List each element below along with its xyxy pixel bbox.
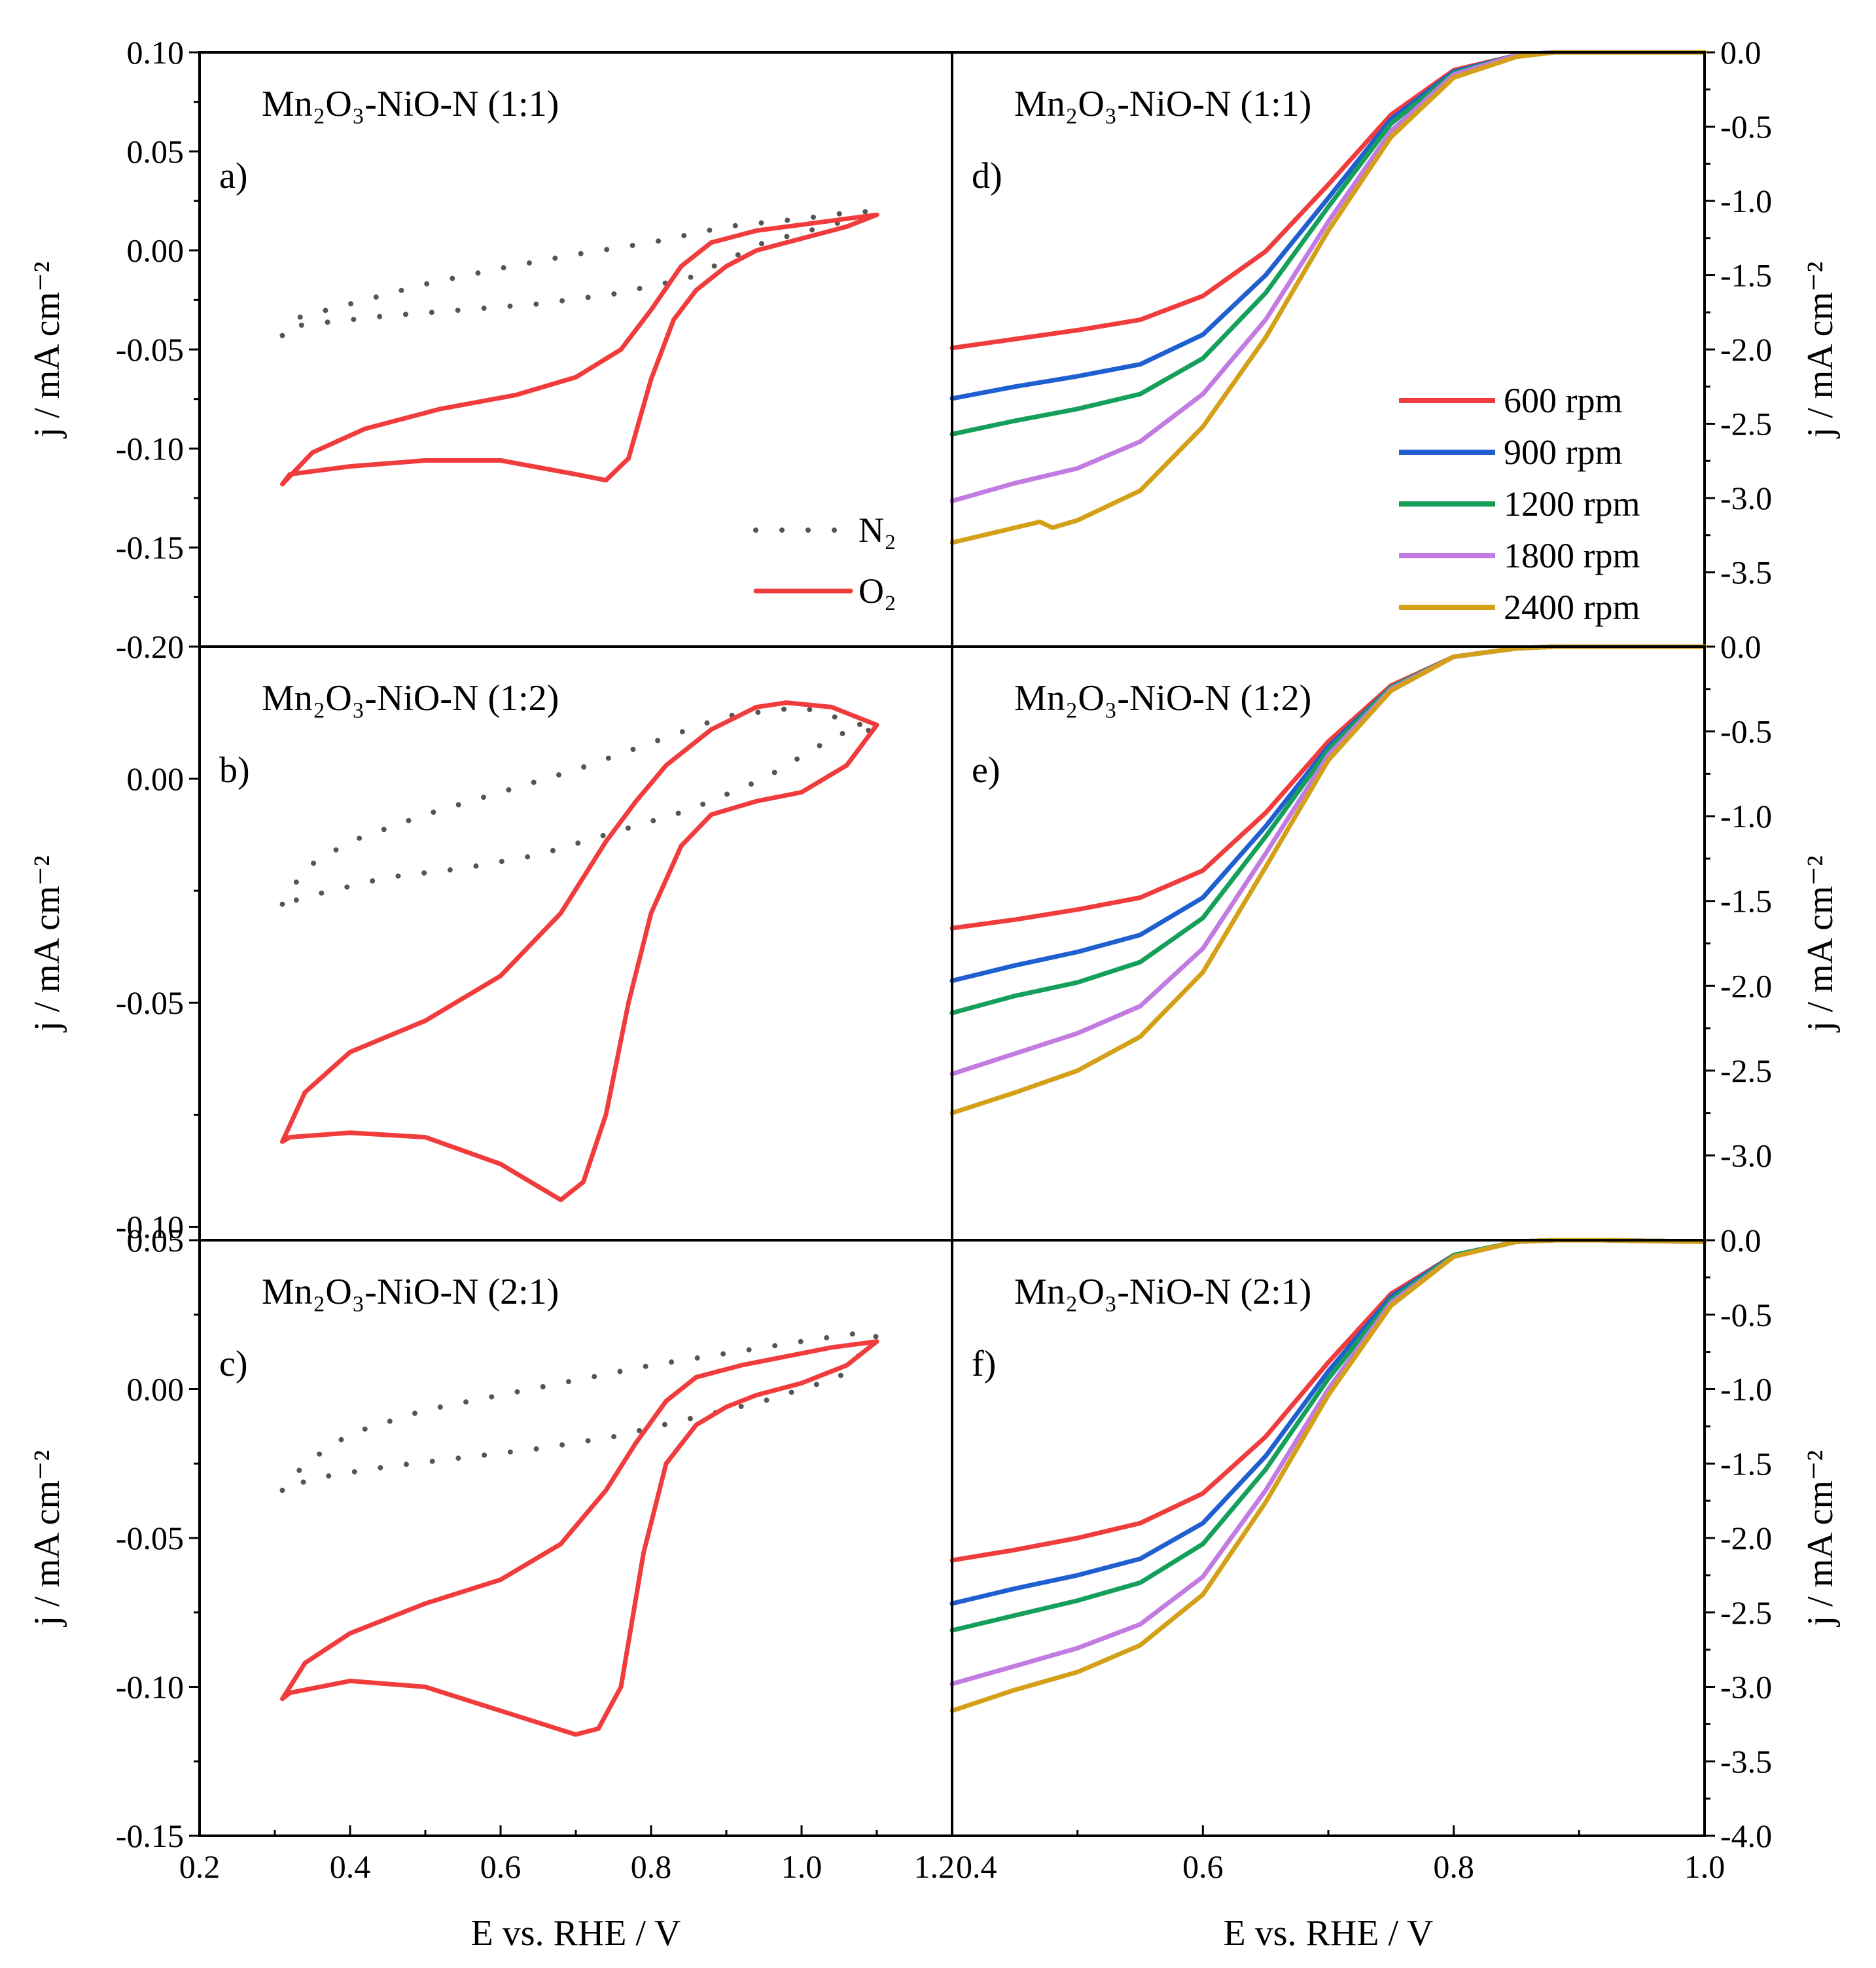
panel-frame — [198, 645, 953, 1242]
y-tick-label: -3.0 — [1720, 480, 1772, 516]
x-tick-label: 0.6 — [1182, 1848, 1224, 1885]
y-tick-label: -2.0 — [1720, 967, 1772, 1004]
y-tick-label: -1.0 — [1720, 798, 1772, 834]
series-o--line — [280, 212, 879, 487]
legend-label: 1800 rpm — [1504, 536, 1640, 575]
x-tick-label: 1.0 — [1684, 1848, 1726, 1885]
panel-frame — [198, 1239, 953, 1837]
y-tick-label: -1.5 — [1720, 1445, 1772, 1482]
y-axis-title-right: j / mA cm⁻² — [1800, 1450, 1841, 1628]
y-tick-label: -0.10 — [116, 1208, 184, 1245]
y-tick-label: 0.00 — [127, 760, 185, 797]
x-tick-label: 1.0 — [781, 1848, 823, 1885]
panel-frame — [198, 51, 953, 648]
x-tick-label: 0.8 — [1433, 1848, 1474, 1885]
panel-letter: f) — [972, 1344, 996, 1384]
legend-label: 600 rpm — [1504, 381, 1623, 420]
y-tick-label: 0.0 — [1720, 628, 1761, 665]
series-o--line — [280, 700, 879, 1202]
y-axis-title-left: j / mA cm⁻² — [27, 1450, 67, 1628]
x-axis-right: 0.4 0.6 0.8 1.0 — [951, 1825, 1726, 1885]
y-tick-label: 0.00 — [127, 232, 185, 269]
y-axis-title-left: j / mA cm⁻² — [27, 855, 67, 1033]
y-tick-label: -2.5 — [1720, 406, 1772, 442]
panel-frame — [951, 645, 1706, 1242]
legend-label: 2400 rpm — [1504, 588, 1640, 627]
y-axis-title-left: j / mA cm⁻² — [27, 262, 67, 439]
y-tick-label: -3.5 — [1720, 554, 1772, 591]
y-tick-label: -1.5 — [1720, 883, 1772, 920]
y-tick-label: -2.5 — [1720, 1052, 1772, 1089]
series-n--line — [279, 208, 879, 338]
legend-label: O₂ — [858, 571, 896, 611]
x-tick-label: 0.4 — [956, 1848, 997, 1885]
y-tick-label: -0.05 — [116, 984, 184, 1021]
panel-d: 0.0 -0.5 -1.0 -1.5 -2.0 -2.5 -3.0 -3.5 Mn₂O₃-NiO… — [949, 34, 1772, 648]
y-tick-label: -2.5 — [1720, 1594, 1772, 1631]
legend-label: 1200 rpm — [1504, 484, 1640, 524]
y-tick-label: -4.0 — [1720, 1817, 1772, 1854]
panel-letter: b) — [219, 750, 250, 791]
panel-title: Mn₂O₃-NiO-N (2:1) — [262, 1272, 559, 1312]
panel-frame — [951, 1239, 1706, 1837]
panel-title: Mn₂O₃-NiO-N (2:1) — [1014, 1272, 1311, 1312]
y-tick-label: -2.0 — [1720, 1520, 1772, 1556]
y-tick-label: -0.20 — [116, 628, 184, 665]
y-tick-label: -1.5 — [1720, 257, 1772, 294]
panel-f: 0.0 -0.5 -1.0 -1.5 -2.0 -2.5 -3.0 -3.5 -4.0 Mn₂O₃… — [949, 1222, 1772, 1854]
y-tick-label: -0.05 — [116, 331, 184, 368]
panel-letter: e) — [972, 750, 1000, 791]
y-tick-label: -0.5 — [1720, 1297, 1772, 1333]
panel-title: Mn₂O₃-NiO-N (1:2) — [262, 678, 559, 719]
x-tick-label: 0.2 — [179, 1848, 221, 1885]
panel-letter: a) — [219, 156, 248, 196]
y-axis-title-right: j / mA cm⁻² — [1800, 855, 1841, 1033]
y-tick-label: -0.10 — [116, 430, 184, 467]
y-tick-label: -0.10 — [116, 1669, 184, 1706]
panel-b: 0.00 -0.05 -0.10 Mn₂O₃-NiO-N (1:2) b) — [116, 645, 953, 1245]
y-tick-label: -0.15 — [116, 1817, 184, 1854]
y-tick-label: 0.00 — [127, 1371, 185, 1408]
legend-cv: N₂ O₂ — [753, 510, 896, 611]
panel-e: 0.0 -0.5 -1.0 -1.5 -2.0 -2.5 -3.0 Mn₂O₃-NiO-N (… — [949, 628, 1772, 1242]
y-tick-label: -3.5 — [1720, 1743, 1772, 1780]
y-tick-label: -0.5 — [1720, 109, 1772, 145]
y-tick-label: -0.15 — [116, 529, 184, 566]
y-axis-title-right: j / mA cm⁻² — [1800, 262, 1841, 439]
panel-a: 0.10 0.05 0.00 -0.05 -0.10 -0.15 -0.20 Mn₂O₃-Ni… — [116, 34, 953, 665]
panel-title: Mn₂O₃-NiO-N (1:2) — [1014, 678, 1311, 719]
y-tick-label: -1.0 — [1720, 1371, 1772, 1408]
x-axis-title-right: E vs. RHE / V — [1224, 1913, 1434, 1954]
y-tick-label: 0.05 — [127, 1222, 185, 1259]
x-tick-label: 0.8 — [631, 1848, 672, 1885]
series-2400-rpm-line — [949, 50, 1707, 545]
y-tick-label: -3.0 — [1720, 1137, 1772, 1173]
panel-title: Mn₂O₃-NiO-N (1:1) — [1014, 84, 1311, 124]
series-n--line — [279, 704, 879, 907]
x-tick-label: 1.2 — [914, 1848, 955, 1885]
y-tick-label: 0.0 — [1720, 34, 1761, 71]
x-axis-left: 0.2 0.4 0.6 0.8 1.0 1.2 — [179, 1825, 955, 1885]
series-n--line — [279, 1330, 879, 1494]
x-tick-label: 0.6 — [480, 1848, 522, 1885]
y-tick-label: -1.0 — [1720, 183, 1772, 219]
y-tick-label: -3.0 — [1720, 1669, 1772, 1706]
x-tick-label: 0.4 — [330, 1848, 371, 1885]
y-tick-label: -0.05 — [116, 1520, 184, 1556]
legend-label: N₂ — [858, 510, 896, 550]
panel-letter: d) — [972, 156, 1002, 196]
y-tick-label: -0.5 — [1720, 713, 1772, 750]
y-tick-label: 0.0 — [1720, 1222, 1761, 1259]
legend-label: 900 rpm — [1504, 433, 1623, 472]
y-tick-label: -2.0 — [1720, 331, 1772, 368]
panel-title: Mn₂O₃-NiO-N (1:1) — [262, 84, 559, 124]
panel-letter: c) — [219, 1344, 248, 1384]
panel-c: 0.05 0.00 -0.05 -0.10 -0.15 Mn₂O₃-NiO-N (2:1)… — [116, 1222, 953, 1854]
x-axis-title-left: E vs. RHE / V — [471, 1913, 681, 1954]
y-tick-label: 0.05 — [127, 133, 185, 170]
y-tick-label: 0.10 — [127, 34, 185, 71]
legend-lsv: 600 rpm 900 rpm 1200 rpm 1800 rpm 2400 rpm — [1399, 381, 1640, 627]
series-o--line — [280, 1339, 879, 1737]
